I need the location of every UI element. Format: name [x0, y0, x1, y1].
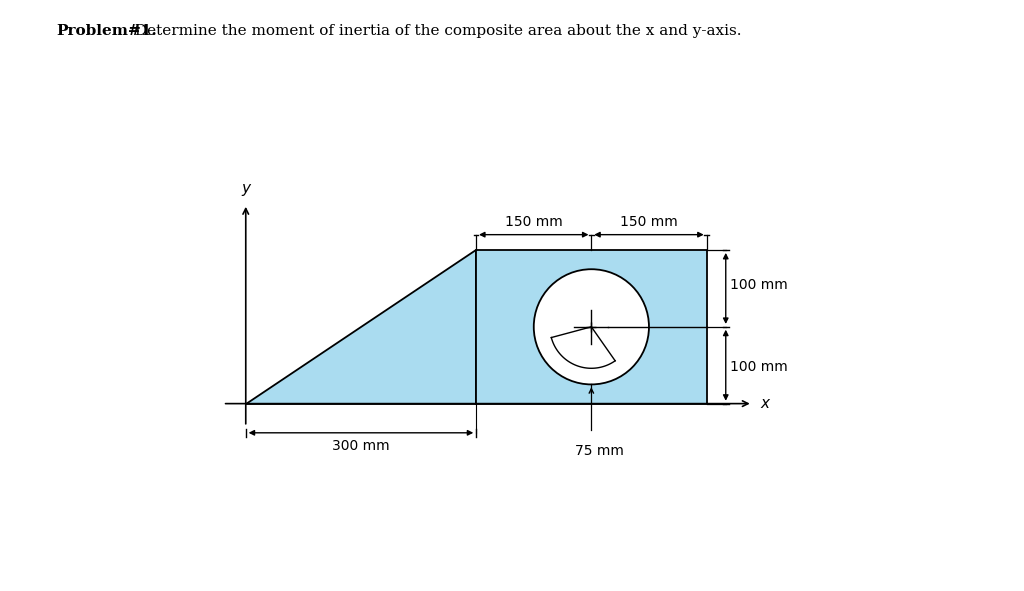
- Text: y: y: [242, 181, 250, 196]
- Circle shape: [534, 269, 649, 384]
- Text: 150 mm: 150 mm: [505, 215, 562, 229]
- Text: 75 mm: 75 mm: [574, 444, 624, 457]
- Polygon shape: [246, 250, 476, 404]
- Text: 300 mm: 300 mm: [332, 439, 390, 453]
- Text: Problem#1.: Problem#1.: [56, 24, 157, 38]
- Text: 100 mm: 100 mm: [730, 360, 788, 374]
- Text: 100 mm: 100 mm: [730, 278, 788, 291]
- Text: Determine the moment of inertia of the composite area about the x and y-axis.: Determine the moment of inertia of the c…: [130, 24, 741, 38]
- Text: x: x: [760, 396, 769, 411]
- Polygon shape: [476, 250, 707, 404]
- Text: 150 mm: 150 mm: [621, 215, 678, 229]
